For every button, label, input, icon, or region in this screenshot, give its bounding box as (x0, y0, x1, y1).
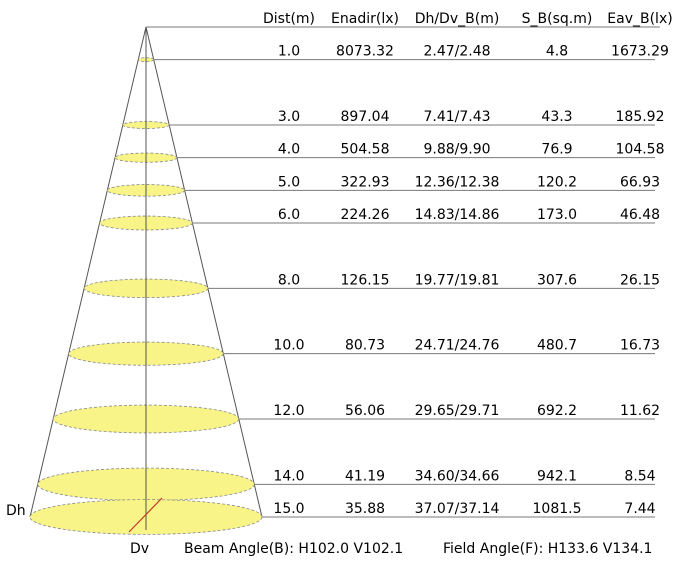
beam-row: 12.0 56.06 29.65/29.71 692.2 11.62 (52, 403, 660, 434)
dv-label: Dv (130, 541, 149, 557)
sb-value: 307.6 (537, 272, 577, 288)
dist-value: 12.0 (273, 403, 304, 419)
enadir-value: 897.04 (341, 109, 390, 125)
enadir-value: 35.88 (345, 501, 385, 517)
field-angle-label: Field Angle(F): H133.6 V134.1 (443, 541, 652, 557)
header-eav-b: Eav_B(lx) (607, 11, 672, 27)
beam-row: 3.0 897.04 7.41/7.43 43.3 185.92 (122, 109, 665, 129)
rows-layer: 1.0 8073.32 2.47/2.48 4.8 1673.29 3.0 897.04 7.… (29, 44, 669, 535)
enadir-value: 322.93 (341, 174, 390, 190)
dist-value: 6.0 (278, 207, 300, 223)
dist-value: 5.0 (278, 174, 300, 190)
dh-dv-value: 37.07/37.14 (415, 501, 500, 517)
beam-row: 5.0 322.93 12.36/12.38 120.2 66.93 (106, 174, 660, 197)
sb-value: 76.9 (541, 142, 572, 158)
enadir-value: 126.15 (341, 272, 390, 288)
dh-dv-value: 9.88/9.90 (423, 142, 490, 158)
enadir-value: 224.26 (341, 207, 390, 223)
dh-label: Dh (6, 503, 26, 519)
header-dh-dv: Dh/Dv_B(m) (415, 11, 500, 27)
beam-row: 10.0 80.73 24.71/24.76 480.7 16.73 (68, 338, 660, 366)
dh-dv-value: 7.41/7.43 (423, 109, 490, 125)
enadir-value: 80.73 (345, 338, 385, 354)
beam-row: 4.0 504.58 9.88/9.90 76.9 104.58 (114, 142, 665, 163)
beam-row: 8.0 126.15 19.77/19.81 307.6 26.15 (83, 272, 660, 299)
eav-value: 7.44 (624, 501, 655, 517)
eav-value: 46.48 (620, 207, 660, 223)
dh-dv-value: 2.47/2.48 (423, 44, 490, 60)
sb-value: 4.8 (546, 44, 568, 60)
dh-dv-value: 34.60/34.66 (415, 468, 500, 484)
beam-angle-label: Beam Angle(B): H102.0 V102.1 (184, 541, 403, 557)
eav-value: 8.54 (624, 468, 655, 484)
header-dist: Dist(m) (263, 11, 315, 27)
sb-value: 43.3 (541, 109, 572, 125)
dh-dv-value: 12.36/12.38 (415, 174, 500, 190)
eav-value: 66.93 (620, 174, 660, 190)
sb-value: 120.2 (537, 174, 577, 190)
sb-value: 173.0 (537, 207, 577, 223)
sb-value: 480.7 (537, 338, 577, 354)
sb-value: 1081.5 (533, 501, 582, 517)
dist-value: 3.0 (278, 109, 300, 125)
eav-value: 16.73 (620, 338, 660, 354)
dh-dv-value: 29.65/29.71 (415, 403, 500, 419)
dv-indicator-line (128, 497, 163, 533)
header-s-b: S_B(sq.m) (522, 11, 593, 27)
dist-value: 8.0 (278, 272, 300, 288)
enadir-value: 504.58 (341, 142, 390, 158)
dh-dv-value: 14.83/14.86 (415, 207, 500, 223)
dist-value: 10.0 (273, 338, 304, 354)
dh-dv-value: 24.71/24.76 (415, 338, 500, 354)
enadir-value: 56.06 (345, 403, 385, 419)
beam-row: 6.0 224.26 14.83/14.86 173.0 46.48 (99, 207, 660, 231)
dist-value: 14.0 (273, 468, 304, 484)
sb-value: 692.2 (537, 403, 577, 419)
dist-value: 15.0 (273, 501, 304, 517)
eav-value: 185.92 (616, 109, 665, 125)
eav-value: 104.58 (616, 142, 665, 158)
beam-row: 14.0 41.19 34.60/34.66 942.1 8.54 (37, 467, 656, 501)
eav-value: 11.62 (620, 403, 660, 419)
enadir-value: 8073.32 (336, 44, 394, 60)
eav-value: 26.15 (620, 272, 660, 288)
beam-row: 15.0 35.88 37.07/37.14 1081.5 7.44 (29, 499, 656, 535)
cone-left-edge (29, 26, 147, 518)
enadir-value: 41.19 (345, 468, 385, 484)
dh-dv-value: 19.77/19.81 (415, 272, 500, 288)
dist-value: 1.0 (278, 44, 300, 60)
header-enadir: Enadir(lx) (331, 11, 399, 27)
dist-value: 4.0 (278, 142, 300, 158)
sb-value: 942.1 (537, 468, 577, 484)
beam-row: 1.0 8073.32 2.47/2.48 4.8 1673.29 (137, 44, 669, 63)
eav-value: 1673.29 (611, 44, 669, 60)
cone-right-edge (145, 26, 263, 518)
